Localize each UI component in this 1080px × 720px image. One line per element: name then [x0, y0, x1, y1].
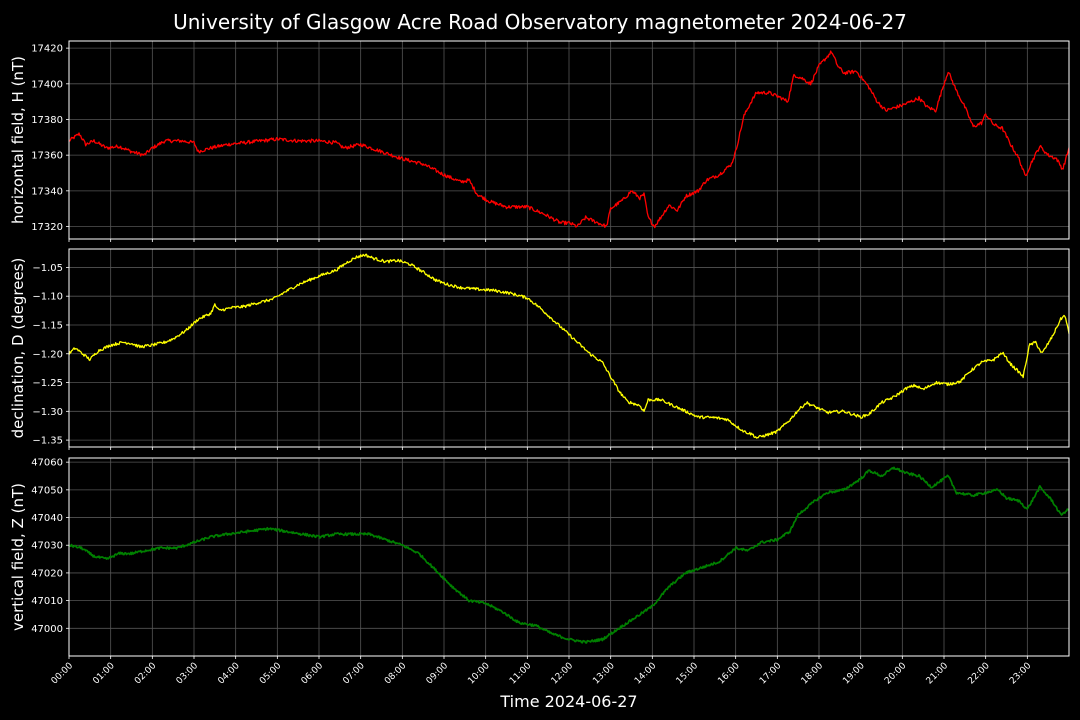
y-tick-label-d: −1.25	[32, 378, 63, 389]
series-line-z	[68, 466, 1070, 644]
series-line-h	[68, 50, 1070, 229]
y-tick-label-z: 47060	[31, 458, 63, 469]
panel-h: 17320 17340 17360 17380 17400 17420 horizontal…	[9, 40, 1070, 242]
y-tick-label-d: −1.10	[32, 292, 63, 303]
y-axis-label-h: horizontal field, H (nT)	[9, 56, 27, 224]
panel-z: 47000 47010 47020 47030 47040 47050 47060 verti…	[9, 457, 1070, 686]
y-tick-label-d: −1.20	[32, 349, 63, 360]
y-tick-label-d: −1.30	[32, 407, 63, 418]
y-axis-label-d: declination, D (degrees)	[9, 258, 27, 439]
plot-frame-h	[68, 40, 1070, 240]
plot-frame-d	[68, 248, 1070, 448]
y-tick-label-z: 47030	[31, 541, 63, 552]
y-tick-label-z: 47000	[31, 624, 63, 635]
y-tick-label-z: 47050	[31, 485, 63, 496]
y-tick-label-d: −1.05	[32, 263, 63, 274]
series-line-d	[68, 253, 1070, 439]
chart-title: University of Glasgow Acre Road Observat…	[173, 10, 907, 34]
y-tick-label-z: 47040	[31, 513, 63, 524]
y-tick-label-z: 47020	[31, 568, 63, 579]
y-tick-label-d: −1.15	[32, 320, 63, 331]
y-tick-label-z: 47010	[31, 596, 63, 607]
y-tick-label-h: 17420	[31, 44, 63, 55]
x-axis-label: Time 2024-06-27	[499, 692, 637, 711]
y-tick-label-h: 17340	[31, 186, 63, 197]
panel-d: −1.35 −1.30 −1.25 −1.20 −1.15 −1.10 −1.05 decli…	[9, 248, 1070, 450]
y-axis-label-z: vertical field, Z (nT)	[9, 483, 27, 631]
y-tick-label-h: 17320	[31, 222, 63, 233]
plot-frame-z	[68, 457, 1070, 657]
y-tick-label-h: 17360	[31, 151, 63, 162]
y-tick-label-d: −1.35	[32, 436, 63, 447]
y-tick-label-h: 17400	[31, 79, 63, 90]
y-tick-label-h: 17380	[31, 115, 63, 126]
